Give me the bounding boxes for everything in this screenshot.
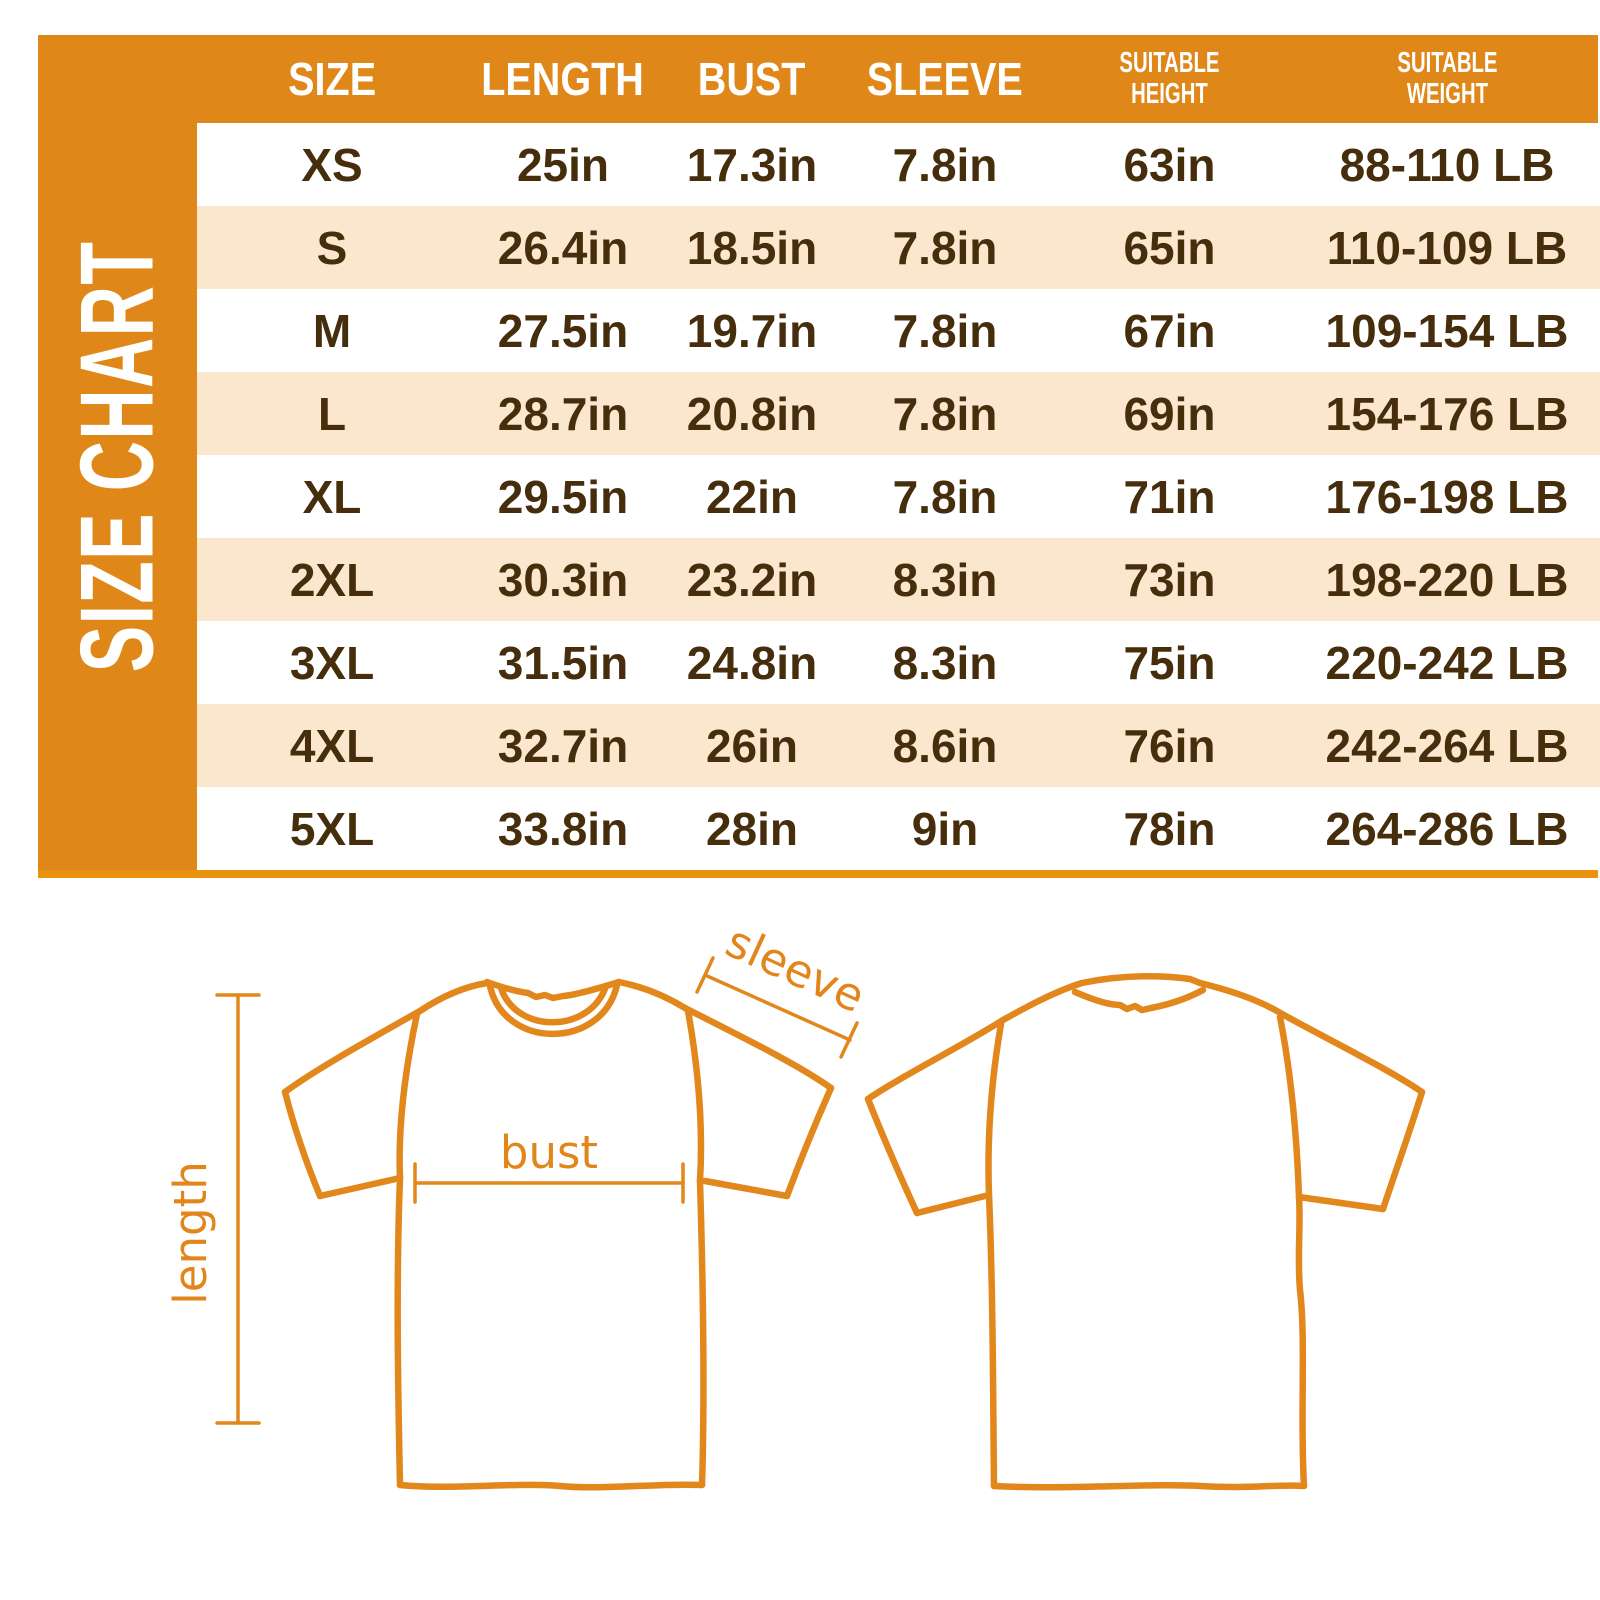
length-label: length — [164, 1161, 217, 1304]
table-cell: 110-109 LB — [1326, 221, 1568, 274]
table-row: 5XL 33.8in 28in 9in 78in 264-286 LB — [197, 787, 1600, 870]
table-cell: 109-154 LB — [1325, 304, 1569, 357]
table-cell: 76in — [1123, 719, 1216, 772]
tshirt-back-drawing — [864, 973, 1426, 1491]
table-cell: 154-176 LB — [1325, 387, 1569, 440]
table-cell: 198-220 LB — [1325, 553, 1569, 606]
table-cell: 88-110 LB — [1339, 138, 1555, 191]
table-cell: 24.8in — [686, 636, 818, 689]
table-cell: 8.6in — [892, 719, 998, 772]
table-cell: 7.8in — [892, 470, 998, 523]
column-header-length: LENGTH — [481, 53, 645, 105]
column-header-sleeve: SLEEVE — [866, 53, 1024, 105]
table-cell: 78in — [1123, 802, 1216, 855]
table-cell: 19.7in — [686, 304, 818, 357]
table-cell: XS — [301, 138, 363, 191]
sleeve-dimension-line: sleeve — [695, 915, 873, 1059]
table-row: 2XL 30.3in 23.2in 8.3in 73in 198-220 LB — [197, 538, 1600, 621]
table-cell: 33.8in — [497, 802, 629, 855]
sidebar-title: SIZE CHART — [38, 35, 197, 878]
table-cell: 29.5in — [497, 470, 629, 523]
length-dimension-line: length — [164, 993, 261, 1425]
table-cell: 9in — [911, 802, 979, 855]
bust-dimension-line: bust — [413, 1126, 685, 1204]
table-cell: 8.3in — [892, 553, 998, 606]
sleeve-label: sleeve — [718, 915, 873, 1024]
table-cell: 7.8in — [892, 387, 998, 440]
table-cell: 176-198 LB — [1325, 470, 1569, 523]
table-cell: 5XL — [289, 802, 375, 855]
table-cell: 7.8in — [892, 221, 998, 274]
table-cell: 4XL — [289, 719, 375, 772]
column-header-size: SIZE — [288, 53, 376, 105]
table-cell: 7.8in — [892, 138, 998, 191]
table-row: XL 29.5in 22in 7.8in 71in 176-198 LB — [197, 455, 1600, 538]
table-cell: M — [312, 304, 352, 357]
table-cell: 242-264 LB — [1325, 719, 1569, 772]
table-cell: 264-286 LB — [1325, 802, 1569, 855]
table-row: 3XL 31.5in 24.8in 8.3in 75in 220-242 LB — [197, 621, 1600, 704]
table-cell: 20.8in — [686, 387, 818, 440]
table-row: L 28.7in 20.8in 7.8in 69in 154-176 LB — [197, 372, 1600, 455]
table-cell: 7.8in — [892, 304, 998, 357]
table-cell: 17.3in — [686, 138, 818, 191]
table-cell: 31.5in — [497, 636, 629, 689]
size-chart-table: SIZE CHART SIZE LENGTH BUST SLEEVE SUITA… — [38, 35, 1600, 878]
table-cell: XL — [302, 470, 362, 523]
table-cell: 28in — [705, 802, 799, 855]
measurement-diagram: length bust sleeve — [164, 915, 1426, 1491]
table-cell: 22in — [705, 470, 799, 523]
table-cell: 69in — [1123, 387, 1216, 440]
column-header-bust: BUST — [698, 53, 806, 105]
table-body: XS 25in 17.3in 7.8in 63in 88-110 LB S 26… — [197, 123, 1600, 870]
table-cell: 23.2in — [686, 553, 818, 606]
table-cell: 2XL — [289, 553, 375, 606]
table-cell: 32.7in — [497, 719, 629, 772]
table-cell: S — [316, 221, 348, 274]
table-cell: 75in — [1123, 636, 1216, 689]
table-cell: 30.3in — [497, 553, 629, 606]
table-cell: 65in — [1123, 221, 1216, 274]
table-cell: 26.4in — [497, 221, 629, 274]
table-header-row: SIZE LENGTH BUST SLEEVE SUITABLE HEIGHT … — [197, 35, 1600, 123]
table-row: S 26.4in 18.5in 7.8in 65in 110-109 LB — [197, 206, 1600, 289]
table-row: XS 25in 17.3in 7.8in 63in 88-110 LB — [197, 123, 1600, 206]
table-cell: 71in — [1123, 470, 1216, 523]
table-cell: 73in — [1123, 553, 1216, 606]
column-header-suitable-weight: SUITABLE WEIGHT — [1396, 46, 1497, 110]
page-title: SIZE CHART — [59, 240, 175, 673]
table-cell: 3XL — [289, 636, 375, 689]
table-cell: 220-242 LB — [1325, 636, 1569, 689]
table-cell: 18.5in — [686, 221, 818, 274]
table-cell: 63in — [1123, 138, 1216, 191]
table-cell: 28.7in — [497, 387, 629, 440]
tshirt-front-drawing — [281, 978, 835, 1491]
table-row: M 27.5in 19.7in 7.8in 67in 109-154 LB — [197, 289, 1600, 372]
table-cell: L — [317, 387, 347, 440]
table-cell: 67in — [1123, 304, 1216, 357]
table-cell: 26in — [705, 719, 799, 772]
table-cell: 27.5in — [497, 304, 629, 357]
table-cell: 8.3in — [892, 636, 998, 689]
table-cell: 25in — [516, 138, 610, 191]
table-row: 4XL 32.7in 26in 8.6in 76in 242-264 LB — [197, 704, 1600, 787]
bust-label: bust — [500, 1126, 598, 1179]
column-header-suitable-height: SUITABLE HEIGHT — [1119, 46, 1220, 110]
